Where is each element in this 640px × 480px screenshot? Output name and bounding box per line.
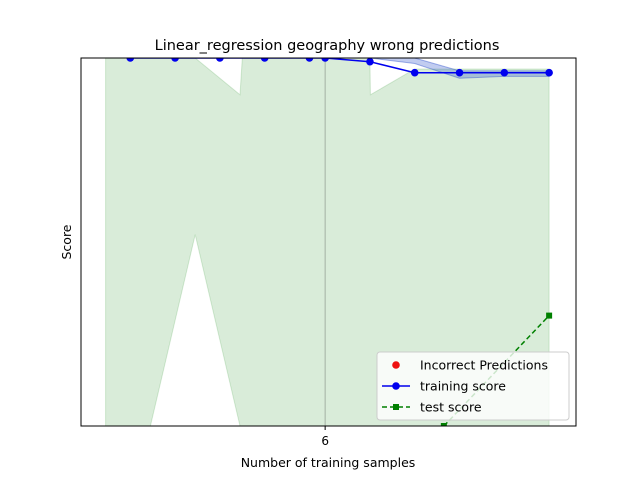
training-score-point: [366, 58, 374, 66]
training-score-point: [126, 58, 135, 62]
legend-marker: [392, 382, 400, 390]
training-score-point: [455, 68, 464, 77]
legend-box: [376, 351, 570, 421]
test-score-band: [105, 58, 550, 426]
legend-label: Incorrect Predictions: [420, 358, 548, 373]
training-score-point: [305, 58, 314, 62]
training-score-point: [500, 68, 509, 77]
test-score-point: [546, 312, 553, 319]
training-score-point: [545, 68, 553, 77]
test-score-point: [440, 423, 447, 426]
legend-marker: [392, 361, 400, 369]
legend-marker: [393, 404, 399, 410]
training-score-point: [216, 58, 224, 62]
training-score-point: [321, 58, 329, 62]
y-axis-label: Score: [59, 224, 74, 259]
chart-title: Linear_regression geography wrong predic…: [155, 38, 500, 54]
legend-label: training score: [420, 379, 506, 394]
legend-label: test score: [420, 400, 482, 415]
training-score-point: [260, 58, 269, 62]
series-markers: [126, 58, 553, 426]
x-tick-label: 6: [321, 434, 329, 448]
plot-frame: [80, 57, 577, 427]
training-score-line: [130, 58, 550, 74]
legend: Incorrect Predictions training score test …: [376, 351, 570, 421]
training-score-point: [410, 68, 419, 77]
x-axis-label: Number of training samples: [241, 455, 416, 470]
x-axis-ticks: 6: [321, 426, 329, 448]
training-score-point: [171, 58, 179, 62]
